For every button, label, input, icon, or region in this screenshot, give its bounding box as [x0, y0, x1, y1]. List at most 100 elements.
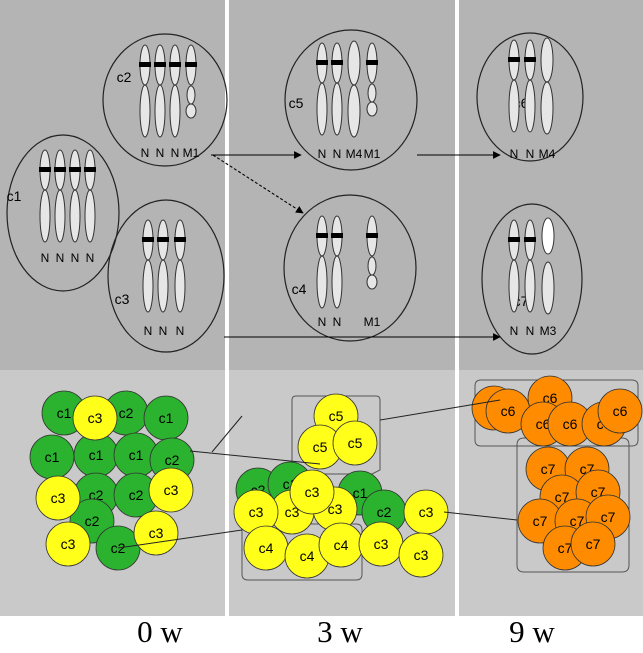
chromosome-N	[331, 215, 343, 309]
cell-label: c2	[377, 504, 392, 520]
dark-band	[84, 167, 96, 172]
cell-label: c3	[419, 504, 434, 520]
cell-label: c6	[563, 416, 578, 432]
cell-label: c1	[353, 485, 368, 501]
long-arm	[508, 79, 520, 133]
label-strip	[0, 616, 643, 653]
chromosome-M3	[541, 217, 555, 315]
dark-band	[174, 237, 186, 242]
cell-label: c1	[89, 447, 104, 463]
cell: c3	[358, 521, 404, 567]
divider-3w-9w	[455, 0, 459, 616]
clone-c6: c6N N M4	[476, 32, 584, 162]
chromosome-N	[84, 149, 96, 243]
cell-label: c6	[501, 403, 516, 419]
cell-label: c3	[88, 410, 103, 426]
cell-label: c5	[329, 408, 344, 424]
cell: c5	[297, 424, 343, 470]
dark-band	[69, 167, 81, 172]
chromosome-N	[69, 149, 81, 243]
chromosome-N	[508, 39, 520, 133]
lineage-arrow	[212, 154, 304, 214]
long-arm	[154, 84, 166, 138]
cell-label: c6	[536, 416, 551, 432]
clone-label: c3	[115, 291, 130, 307]
short-arm	[540, 37, 554, 83]
time-label-0w: 0 w	[137, 614, 183, 649]
cell: c3	[72, 395, 118, 441]
cell-label: c4	[334, 537, 349, 553]
karyotype-code: N	[56, 251, 65, 265]
cell-label: c1	[57, 405, 72, 421]
cell-label: c3	[164, 482, 179, 498]
karyotype-code: N	[526, 147, 535, 161]
chromosome-M1	[185, 44, 197, 119]
cell-label: c4	[300, 548, 315, 564]
cell-label: c2	[129, 487, 144, 503]
clone-label: c2	[117, 69, 132, 85]
dark-band	[524, 237, 536, 242]
chromosome-N	[142, 219, 154, 313]
clone-c2: c2N N N M1	[102, 33, 228, 167]
tip-arm	[366, 101, 378, 117]
cell: c4	[243, 525, 289, 571]
dark-band	[331, 233, 343, 238]
clone-c5: c5 N N M4 M1	[284, 29, 418, 171]
clone-c4: c4 N N M1	[283, 194, 417, 342]
karyotype-code: M4	[346, 147, 363, 161]
clone-outline	[476, 32, 584, 162]
population-link	[379, 399, 501, 421]
chromosome-N	[54, 149, 66, 243]
cell-label: c7	[570, 513, 585, 529]
clone-c3: c3N N N	[107, 199, 225, 353]
cell-label: c1	[159, 410, 174, 426]
karyotype-code: N	[333, 315, 342, 329]
dark-band	[508, 57, 520, 62]
chromosome-N	[508, 219, 520, 313]
cell: c1	[143, 395, 189, 441]
cell-label: c5	[313, 439, 328, 455]
clone-c1: c1N N N N	[6, 134, 120, 292]
chromosome-N	[316, 215, 328, 309]
subpopulation-outline	[516, 437, 630, 573]
long-arm	[174, 259, 186, 313]
clone-outline	[284, 29, 418, 171]
dark-band	[508, 237, 520, 242]
cell-body	[72, 395, 118, 441]
mid-arm	[367, 256, 377, 276]
karyotype-code: N	[156, 146, 165, 160]
cell: c3	[35, 475, 81, 521]
dark-band	[39, 167, 51, 172]
cell: c3	[133, 510, 179, 556]
karyotype-code: N	[510, 147, 519, 161]
cell-body	[289, 469, 335, 515]
cell: c3	[148, 467, 194, 513]
long-arm	[347, 84, 361, 138]
chromosome-N	[524, 219, 536, 313]
long-arm	[508, 259, 520, 313]
dark-band	[157, 237, 169, 242]
karyotype-code: N	[141, 146, 150, 160]
cell: c4	[284, 533, 330, 579]
cell-label: c3	[149, 525, 164, 541]
cell-label: c1	[45, 449, 60, 465]
chromosome-N	[169, 44, 181, 138]
population-link	[117, 529, 243, 549]
clone-label: c5	[289, 95, 304, 111]
cell-label: c3	[61, 536, 76, 552]
karyotype-code: N	[171, 146, 180, 160]
chromosome-N	[524, 39, 536, 133]
cell-label: c2	[119, 405, 134, 421]
cell-body	[148, 467, 194, 513]
cell-label: c3	[51, 490, 66, 506]
karyotype-code: N	[333, 147, 342, 161]
cell-label: c7	[555, 489, 570, 505]
cell-label: c7	[533, 513, 548, 529]
karyotype-code: M1	[364, 147, 381, 161]
cell-body	[35, 475, 81, 521]
cell: c3	[403, 489, 449, 535]
cell-label: c3	[305, 484, 320, 500]
chromosome-M4	[347, 40, 361, 138]
